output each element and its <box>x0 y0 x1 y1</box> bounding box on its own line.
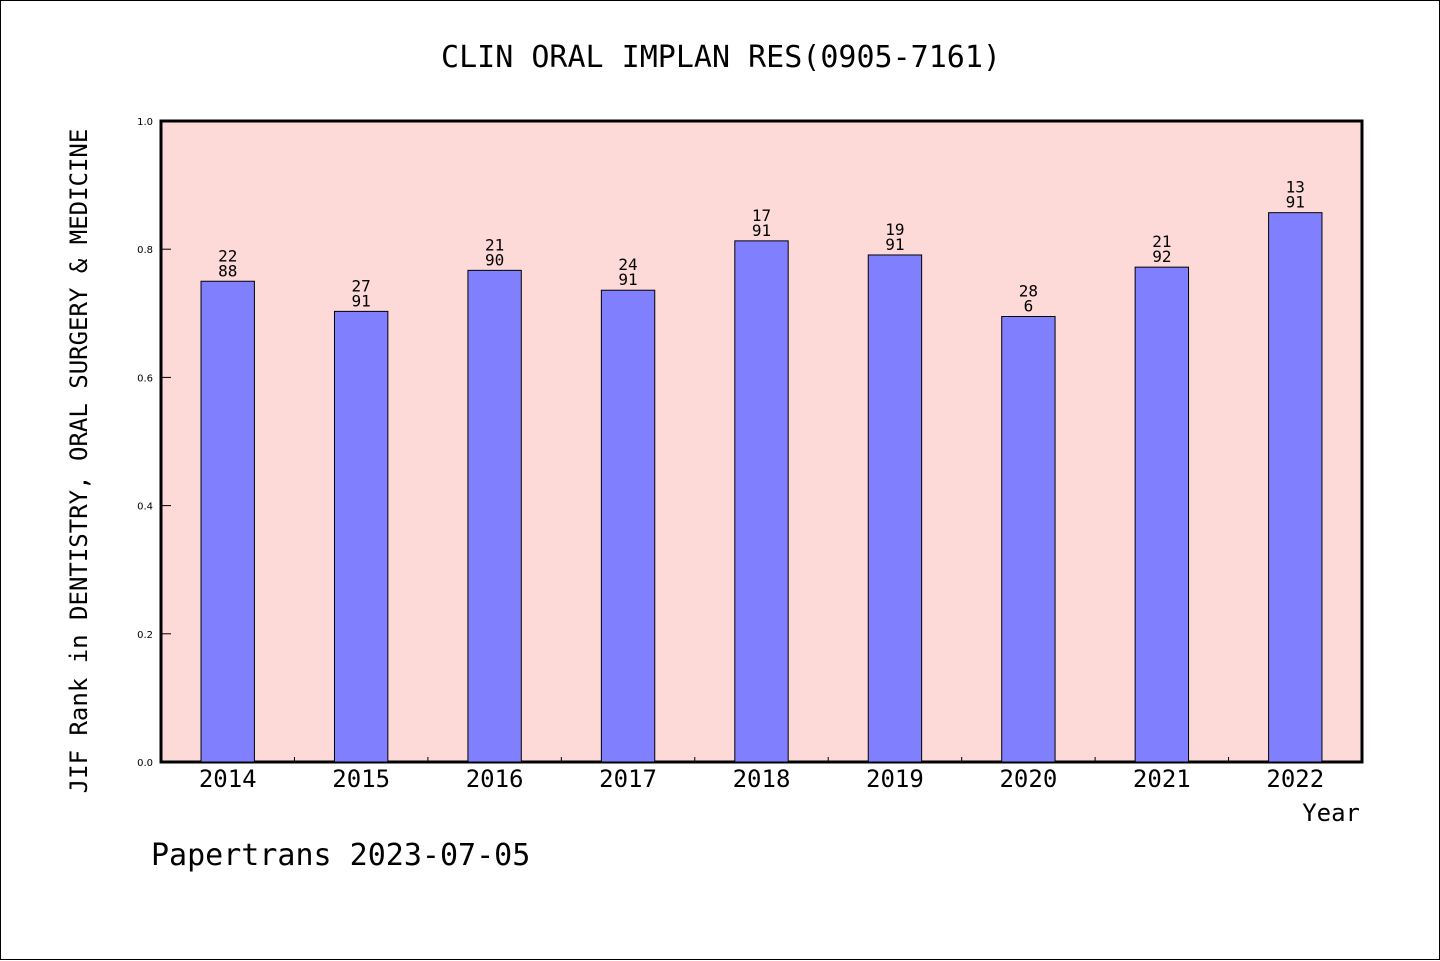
bar-label-rank-2022: 13 <box>1286 178 1305 197</box>
x-tick-label-2014: 2014 <box>199 765 257 793</box>
bar-label-rank-2014: 22 <box>218 246 237 265</box>
bar-label-total-2021: 92 <box>1152 247 1171 266</box>
bar-2018 <box>734 240 789 763</box>
bar-label-rank-2017: 24 <box>618 255 637 274</box>
chart-title: CLIN ORAL IMPLAN RES(0905-7161) <box>441 40 1001 75</box>
x-axis-label: Year <box>1302 799 1360 827</box>
x-tick-label-2016: 2016 <box>466 765 524 793</box>
footer-credit: Papertrans 2023-07-05 <box>151 838 530 873</box>
bar-label-total-2018: 91 <box>752 221 771 240</box>
bar-label-total-2014: 88 <box>218 261 237 280</box>
bar-label-total-2015: 91 <box>352 291 371 310</box>
y-tick-label: 0.4 <box>137 502 153 513</box>
bar-2022 <box>1268 212 1323 763</box>
x-tick-label-2019: 2019 <box>866 765 924 793</box>
y-tick-label: 0.2 <box>137 630 153 641</box>
bar-2015 <box>333 310 389 763</box>
bar-label-total-2020: 6 <box>1024 297 1034 316</box>
x-tick-label-2017: 2017 <box>599 765 657 793</box>
bar-label-rank-2019: 19 <box>885 220 904 239</box>
x-tick-label-2022: 2022 <box>1266 765 1324 793</box>
y-tick-label: 0.0 <box>137 758 153 769</box>
bar-label-rank-2016: 21 <box>485 235 504 254</box>
bar-2016 <box>467 269 522 763</box>
bar-label-total-2016: 90 <box>485 250 504 269</box>
y-tick-label: 1.0 <box>137 117 153 128</box>
bar-label-total-2022: 91 <box>1286 193 1305 212</box>
bar-label-rank-2018: 17 <box>752 206 771 225</box>
x-axis-ticks: 2014 2015 2016 2017 2018 2019 2020 2021 2022 <box>199 757 1324 793</box>
y-axis-label: JIF Rank in DENTISTRY, ORAL SURGERY & ME… <box>65 129 93 794</box>
y-tick-label: 0.8 <box>137 245 153 256</box>
bar-label-rank-2021: 21 <box>1152 232 1171 251</box>
bar-label-rank-2020: 28 <box>1019 282 1038 301</box>
y-axis-ticks: 0.0 0.2 0.4 0.6 0.8 1.0 <box>137 117 171 769</box>
bar-2014 <box>200 280 255 763</box>
bar-2019 <box>867 254 923 763</box>
bar-2020 <box>1001 316 1056 763</box>
bar-label-total-2017: 91 <box>618 270 637 289</box>
bar-2021 <box>1134 266 1190 763</box>
y-tick-label: 0.6 <box>137 373 153 384</box>
x-tick-label-2021: 2021 <box>1133 765 1191 793</box>
bar-2017 <box>600 289 656 763</box>
bar-label-total-2019: 91 <box>885 235 904 254</box>
x-tick-label-2015: 2015 <box>332 765 390 793</box>
bar-label-rank-2015: 27 <box>352 276 371 295</box>
x-tick-label-2018: 2018 <box>733 765 791 793</box>
x-tick-label-2020: 2020 <box>999 765 1057 793</box>
